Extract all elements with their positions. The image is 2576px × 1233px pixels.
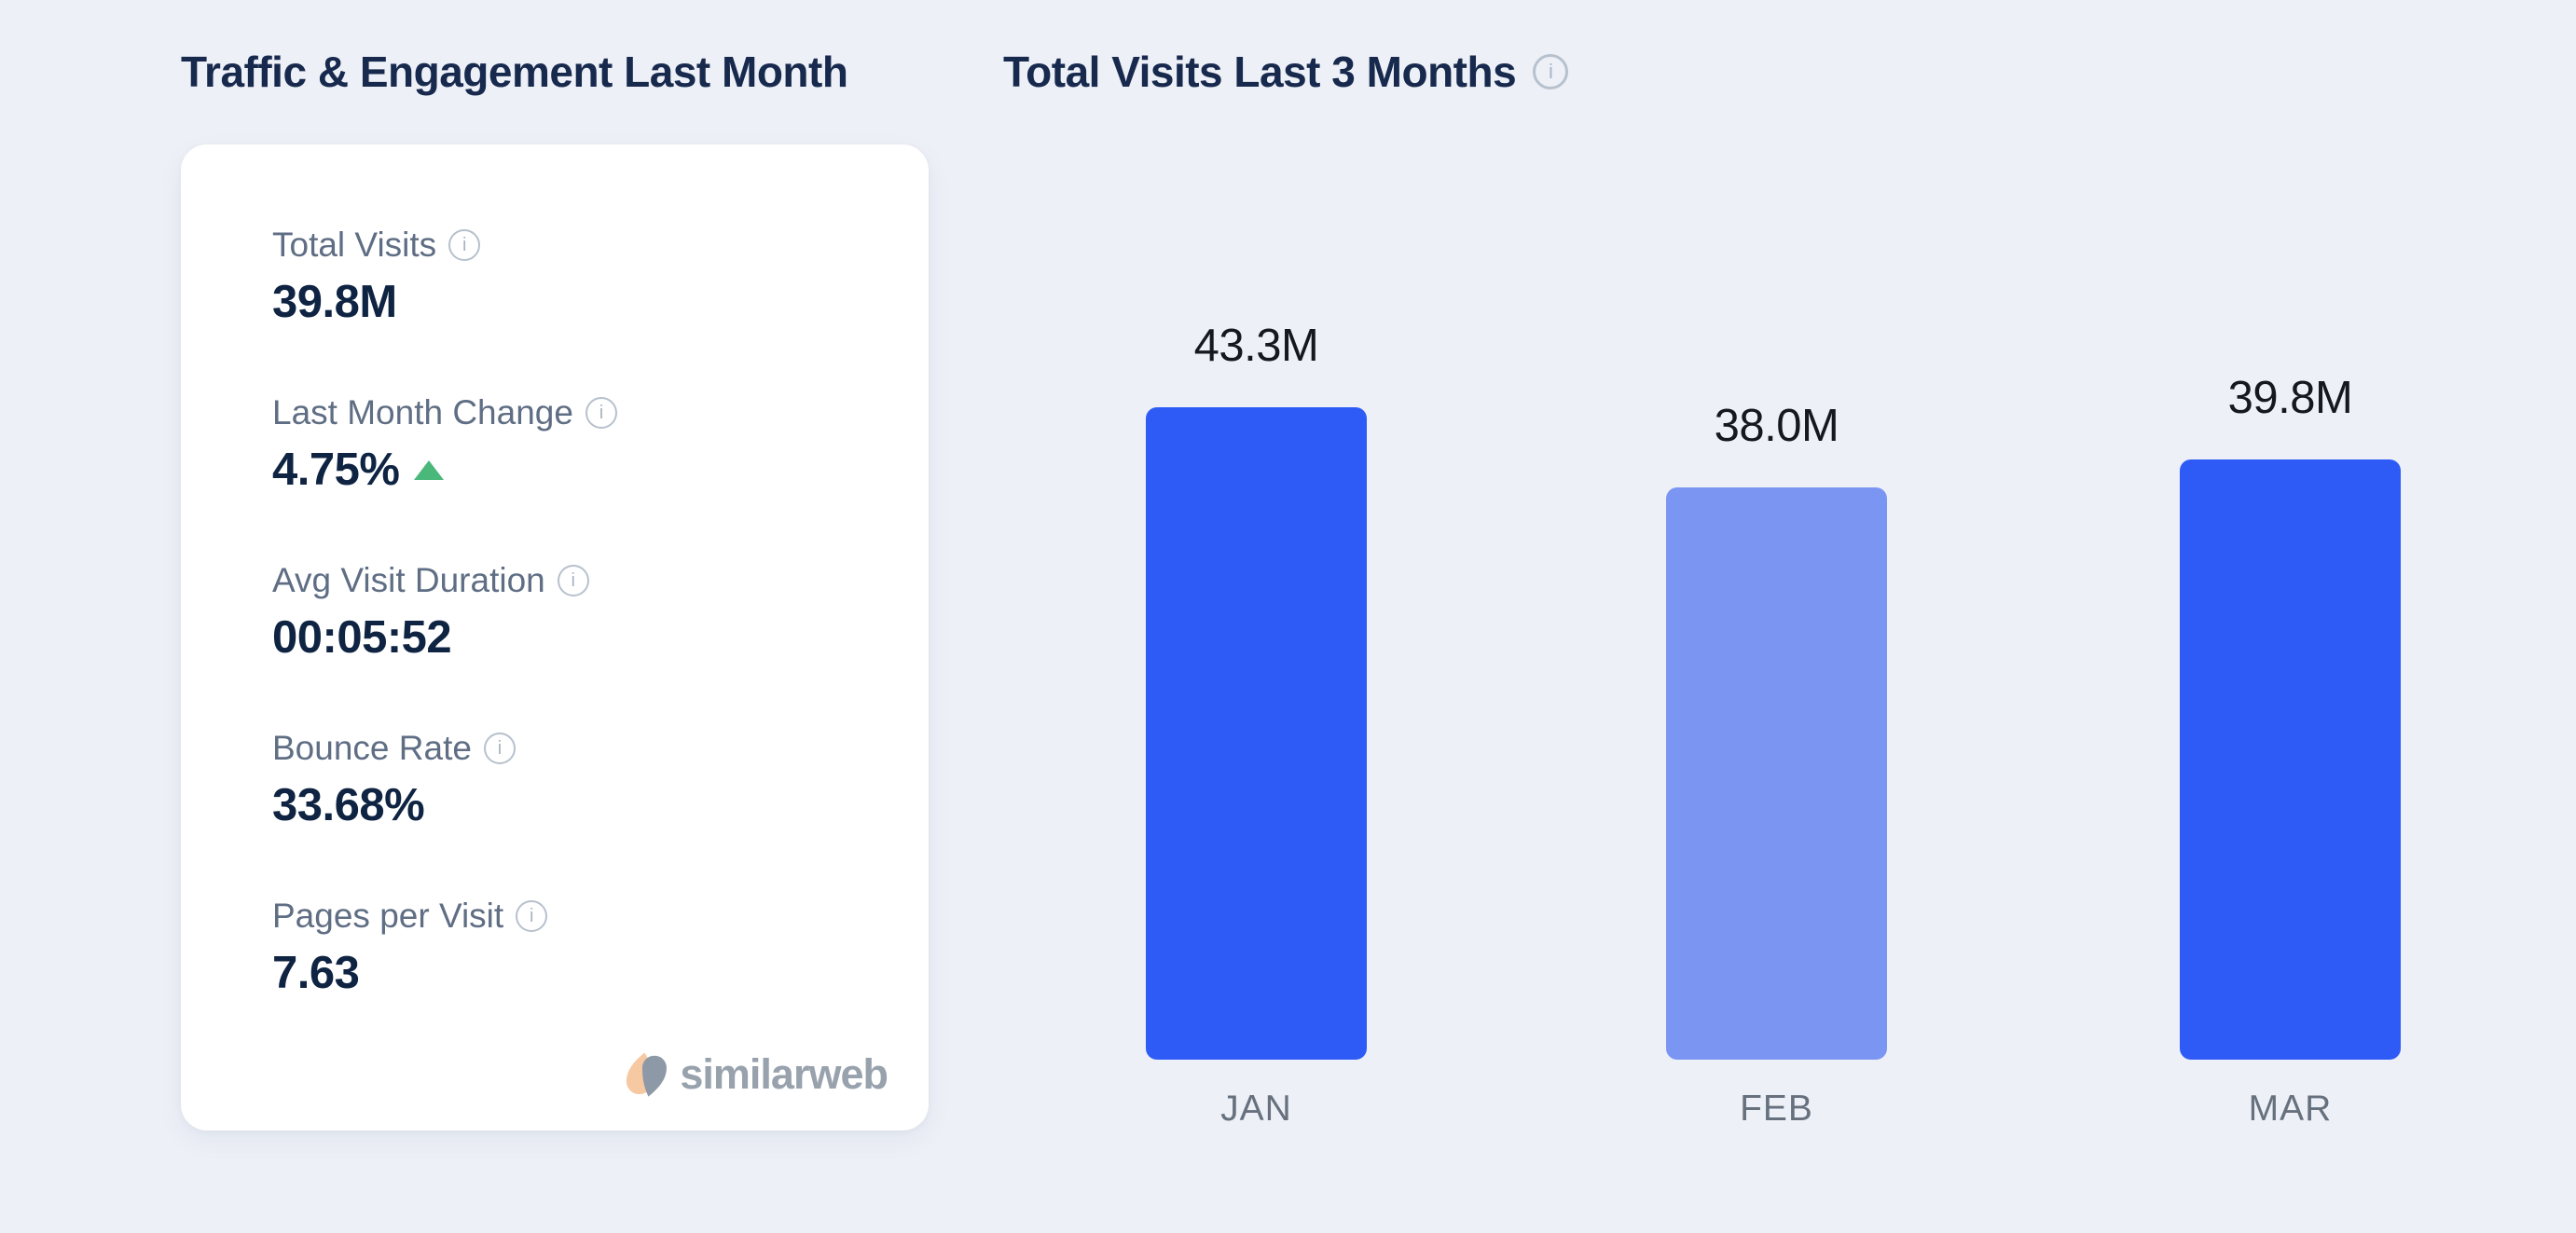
metric-label-text: Avg Visit Duration (272, 561, 545, 599)
bar-month-label: JAN (1220, 1089, 1292, 1129)
bar-value-label: 38.0M (1714, 401, 1839, 451)
metric-value-text: 39.8M (272, 277, 397, 327)
metric-avg-visit-duration: Avg Visit Duration i 00:05:52 (272, 560, 873, 664)
metric-value-text: 7.63 (272, 948, 360, 998)
metric-label-text: Total Visits (272, 226, 437, 264)
metric-label: Pages per Visit i (272, 896, 873, 937)
metric-total-visits: Total Visits i 39.8M (272, 225, 873, 329)
bar-mar[interactable] (2180, 459, 2401, 1060)
bar-group-feb: 38.0M FEB (1666, 0, 1887, 1129)
metric-label: Last Month Change i (272, 392, 873, 433)
info-icon[interactable]: i (585, 397, 617, 429)
metric-label: Bounce Rate i (272, 728, 873, 769)
bar-month-label: MAR (2248, 1089, 2333, 1129)
metric-last-month-change: Last Month Change i 4.75% (272, 392, 873, 497)
metric-bounce-rate: Bounce Rate i 33.68% (272, 728, 873, 832)
bar-month-label: FEB (1740, 1089, 1813, 1129)
info-icon[interactable]: i (1533, 54, 1569, 89)
bar-group-mar: 39.8M MAR (2180, 0, 2401, 1129)
metric-label: Total Visits i (272, 225, 873, 266)
chart-title-text: Total Visits Last 3 Months (1003, 48, 1517, 96)
info-icon[interactable]: i (516, 900, 548, 932)
trend-up-icon (414, 459, 445, 480)
metric-value: 39.8M (272, 275, 873, 329)
metric-label: Avg Visit Duration i (272, 560, 873, 601)
metric-label-text: Pages per Visit (272, 897, 504, 935)
bar-feb[interactable] (1666, 487, 1887, 1060)
info-icon[interactable]: i (483, 733, 516, 764)
bar-jan[interactable] (1146, 407, 1367, 1060)
similarweb-logo[interactable]: similarweb (622, 1050, 889, 1099)
metric-value: 4.75% (272, 443, 873, 497)
info-icon[interactable]: i (448, 229, 481, 261)
metric-value-text: 33.68% (272, 780, 425, 830)
metric-value: 33.68% (272, 778, 873, 832)
metric-label-text: Last Month Change (272, 393, 573, 432)
metric-label-text: Bounce Rate (272, 729, 472, 767)
metric-value-text: 4.75% (272, 445, 400, 495)
traffic-engagement-title: Traffic & Engagement Last Month (181, 48, 848, 96)
similarweb-drop-icon (627, 1052, 668, 1097)
metrics-card: Total Visits i 39.8M Last Month Change i… (181, 144, 929, 1130)
metric-pages-per-visit: Pages per Visit i 7.63 (272, 896, 873, 1000)
metric-value: 7.63 (272, 946, 873, 1000)
metrics-list: Total Visits i 39.8M Last Month Change i… (181, 144, 929, 1000)
chart-title-row: Total Visits Last 3 Months i (1003, 47, 1569, 97)
bar-value-label: 43.3M (1193, 321, 1319, 371)
bar-value-label: 39.8M (2227, 373, 2353, 423)
metric-value-text: 00:05:52 (272, 612, 452, 663)
similarweb-logo-text: similarweb (680, 1050, 889, 1098)
bar-group-jan: 43.3M JAN (1146, 0, 1367, 1129)
info-icon[interactable]: i (557, 565, 589, 596)
metric-value: 00:05:52 (272, 610, 873, 664)
